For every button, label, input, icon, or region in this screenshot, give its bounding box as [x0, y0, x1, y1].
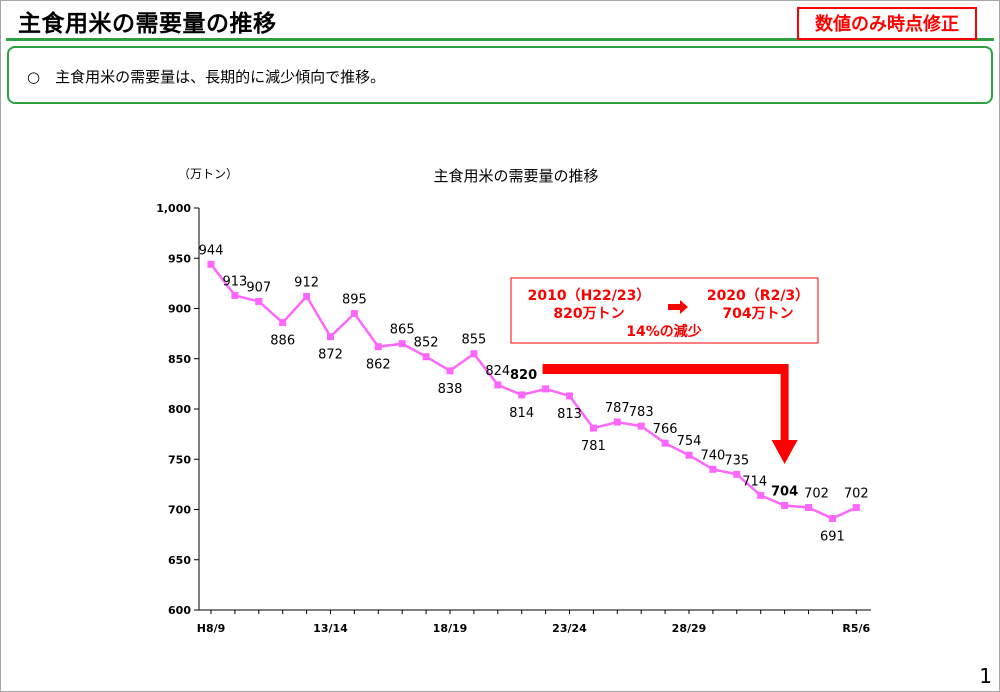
data-point: [374, 343, 382, 351]
data-label: 862: [366, 358, 391, 373]
page-title: 主食用米の需要量の推移: [18, 11, 277, 37]
data-point: [279, 319, 287, 327]
data-label: 783: [629, 405, 654, 420]
data-label: 787: [605, 401, 630, 416]
y-tick-label: 850: [168, 353, 191, 366]
data-point: [781, 501, 789, 509]
series-line: [210, 263, 857, 520]
y-tick-label: 600: [168, 604, 191, 617]
data-point: [661, 439, 669, 447]
callout-from-value: 820万トン: [553, 306, 624, 322]
chart-axes: 1,000 950 900 850 800 750 700 650 600 H8/9 13/14 18…: [156, 202, 871, 635]
data-label: 895: [342, 293, 367, 308]
data-point: [518, 391, 526, 399]
unit-label: （万トン）: [178, 167, 238, 181]
data-point: [637, 422, 645, 430]
data-point: [685, 451, 693, 459]
data-label: 814: [509, 406, 534, 421]
data-label: 913: [222, 274, 247, 289]
data-label: 886: [270, 334, 295, 349]
data-point: [231, 291, 239, 299]
summary-text: ○ 主食用米の需要量は、長期的に減少傾向で推移。: [27, 68, 386, 86]
data-point: [542, 385, 550, 393]
data-label: 702: [804, 486, 829, 501]
x-tick-label: 18/19: [433, 622, 468, 635]
data-label: 872: [318, 348, 343, 363]
y-tick-label: 650: [168, 554, 191, 567]
chart-title: 主食用米の需要量の推移: [433, 167, 598, 185]
data-point: [470, 350, 478, 358]
x-tick-label: 23/24: [552, 622, 587, 635]
data-point: [566, 392, 573, 400]
data-label: 944: [199, 243, 224, 258]
data-point: [398, 340, 406, 348]
change-callout: 2010（H22/23） 820万トン 2020（R2/3） 704万トン 14%の減少: [510, 277, 819, 464]
x-tick-label: R5/6: [842, 622, 870, 635]
data-point: [709, 465, 717, 473]
data-point: [422, 353, 430, 361]
callout-from-year: 2010（H22/23）: [528, 288, 651, 304]
data-label: 912: [294, 275, 319, 290]
data-point: [733, 470, 741, 478]
data-label: 702: [844, 486, 869, 501]
y-tick-label: 1,000: [156, 202, 191, 215]
y-tick-label: 700: [168, 504, 191, 517]
data-point: [589, 424, 597, 432]
data-label: 838: [438, 382, 463, 397]
decline-arrow-icon: [542, 364, 798, 464]
data-point: [446, 367, 454, 375]
callout-box: [510, 277, 819, 344]
data-label: 691: [820, 530, 845, 545]
data-label: 766: [653, 422, 678, 437]
data-point: [327, 333, 334, 341]
y-tick-label: 900: [168, 303, 191, 316]
data-label: 865: [390, 323, 415, 338]
data-label: 813: [557, 407, 582, 422]
summary-box: ○ 主食用米の需要量は、長期的に減少傾向で推移。: [7, 46, 993, 104]
x-tick-label: 13/14: [313, 622, 348, 635]
data-point: [207, 260, 215, 268]
data-label: 852: [414, 336, 439, 351]
data-point: [805, 503, 812, 511]
data-point: [757, 491, 765, 499]
data-point: [852, 503, 860, 511]
data-point: [255, 297, 263, 305]
callout-to-value: 704万トン: [722, 306, 793, 322]
data-label: 820: [510, 368, 537, 383]
data-label: 704: [771, 484, 798, 499]
data-point: [303, 292, 311, 300]
x-tick-label: H8/9: [197, 622, 226, 635]
data-label: 735: [724, 453, 749, 468]
callout-summary: 14%の減少: [626, 323, 702, 340]
page-number: 1: [979, 664, 992, 688]
title-rule: [6, 38, 994, 41]
y-tick-label: 950: [168, 252, 191, 265]
y-tick-label: 800: [168, 403, 191, 416]
data-point: [350, 310, 358, 318]
data-label: 754: [677, 434, 702, 449]
data-label: 824: [485, 364, 510, 379]
data-label: 855: [461, 333, 486, 348]
data-point: [494, 381, 502, 389]
correction-badge: 数値のみ時点修正: [797, 7, 977, 40]
data-label: 740: [700, 448, 725, 463]
data-point: [613, 418, 621, 426]
data-label: 781: [581, 439, 606, 454]
callout-arrow-icon: [668, 300, 688, 314]
callout-to-year: 2020（R2/3）: [707, 288, 809, 304]
y-tick-label: 750: [168, 453, 191, 466]
data-label: 714: [742, 474, 767, 489]
x-tick-label: 28/29: [672, 622, 707, 635]
data-label: 907: [246, 280, 271, 295]
data-point: [828, 515, 836, 523]
